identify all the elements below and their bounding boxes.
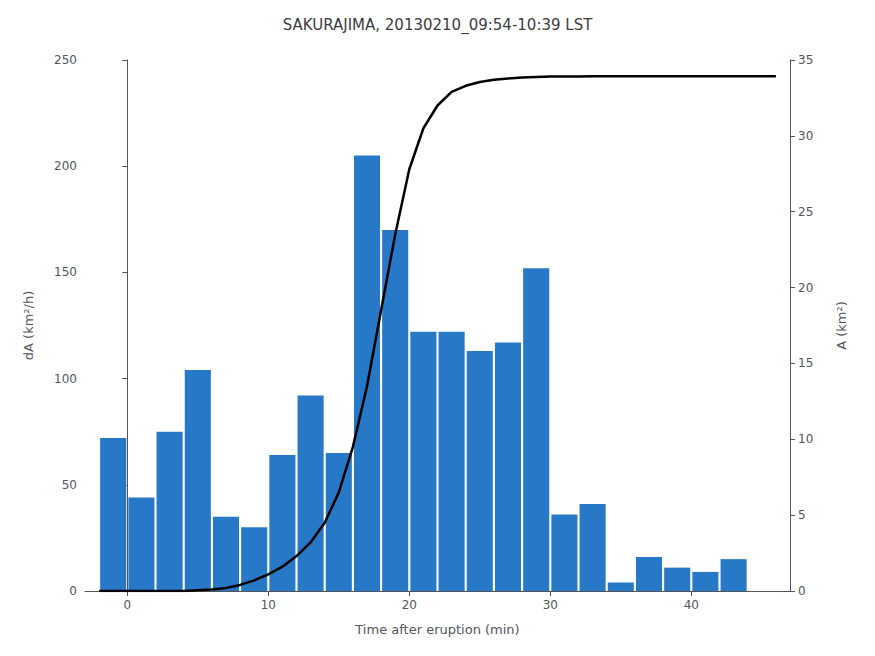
- svg-text:10: 10: [798, 432, 813, 446]
- svg-text:25: 25: [798, 205, 813, 219]
- svg-text:10: 10: [261, 598, 276, 612]
- svg-text:30: 30: [543, 598, 558, 612]
- svg-text:15: 15: [798, 356, 813, 370]
- svg-text:20: 20: [402, 598, 417, 612]
- svg-text:100: 100: [54, 372, 77, 386]
- svg-text:Time after eruption (min): Time after eruption (min): [354, 622, 519, 637]
- svg-text:5: 5: [798, 508, 806, 522]
- svg-text:0: 0: [123, 598, 131, 612]
- svg-text:200: 200: [54, 159, 77, 173]
- svg-text:dA (km²/h): dA (km²/h): [21, 291, 36, 360]
- svg-text:250: 250: [54, 53, 77, 67]
- svg-text:SAKURAJIMA, 20130210_09:54-10:: SAKURAJIMA, 20130210_09:54-10:39 LST: [283, 16, 593, 35]
- svg-text:A (km²): A (km²): [834, 301, 849, 350]
- svg-text:50: 50: [62, 478, 77, 492]
- svg-text:40: 40: [684, 598, 699, 612]
- svg-text:0: 0: [69, 584, 77, 598]
- svg-text:0: 0: [798, 584, 806, 598]
- svg-text:30: 30: [798, 129, 813, 143]
- svg-text:35: 35: [798, 53, 813, 67]
- svg-text:20: 20: [798, 281, 813, 295]
- svg-text:150: 150: [54, 265, 77, 279]
